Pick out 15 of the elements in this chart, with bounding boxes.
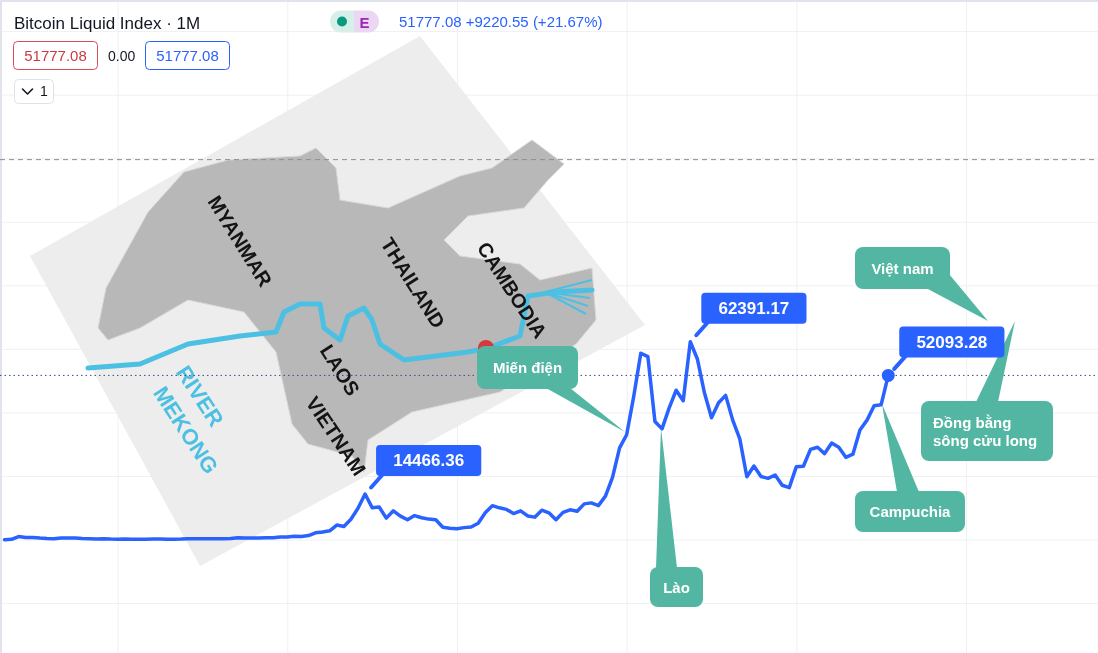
annotation: Campuchia bbox=[869, 503, 952, 520]
text: 51777.08 +9220.55 (+21.67%) bbox=[399, 13, 603, 30]
annotation: Đồng bằng sông cửu long bbox=[933, 413, 1038, 449]
text: E bbox=[359, 13, 370, 31]
text: 1 bbox=[40, 83, 48, 99]
text: 0.00 bbox=[108, 48, 136, 64]
text: 62391.17 bbox=[718, 299, 790, 319]
text: Lào bbox=[663, 578, 690, 596]
annotation: Miến điện bbox=[492, 359, 563, 376]
chart-title: Bitcoin Liquid Index · 1M bbox=[14, 14, 201, 33]
annotation: 14466.36 bbox=[393, 451, 465, 471]
text: 51777.08 bbox=[156, 47, 219, 64]
text: Việt nam bbox=[871, 259, 934, 277]
text: 51777.08 bbox=[24, 47, 87, 64]
annotation: 52093.28 bbox=[916, 332, 988, 352]
